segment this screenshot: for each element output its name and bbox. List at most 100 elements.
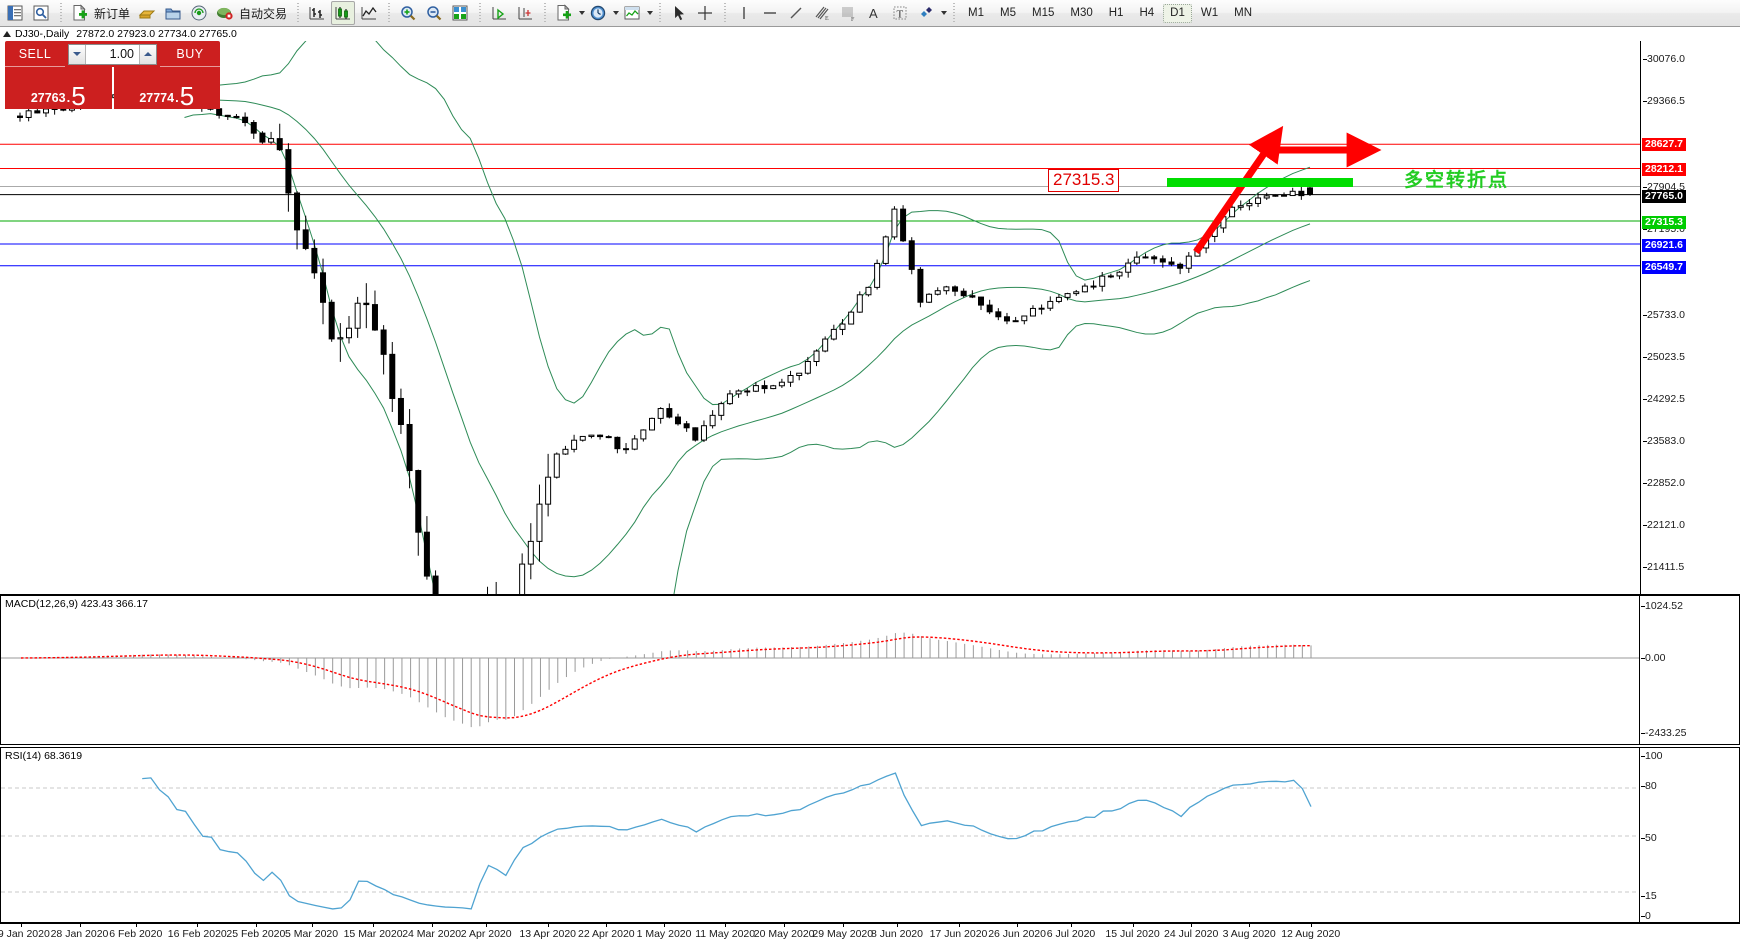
timeframe-m1[interactable]: M1 [968, 7, 985, 19]
market-watch-icon[interactable] [3, 1, 27, 25]
rsi-tick-label: 15 [1641, 890, 1657, 902]
crosshair-icon[interactable] [693, 1, 717, 25]
indicators-icon[interactable] [552, 1, 576, 25]
timeframe-w1[interactable]: W1 [1200, 7, 1219, 19]
candlestick [1220, 213, 1227, 233]
zoom-out-icon[interactable] [422, 1, 446, 25]
candlestick [926, 293, 933, 304]
volume-stepper[interactable]: 1.00 [68, 43, 157, 65]
objects-icon[interactable] [914, 1, 938, 25]
candlestick [285, 143, 292, 212]
price-tick-label: 23583.0 [1643, 435, 1685, 447]
text-label-icon[interactable]: T [888, 1, 912, 25]
timeframe-d1[interactable]: D1 [1163, 3, 1192, 23]
toolbar-separator [294, 2, 302, 24]
price-tag-black: 27765.0 [1642, 190, 1686, 203]
timeframe-m15[interactable]: M15 [1032, 7, 1055, 19]
rsi-plot-area[interactable] [1, 748, 1639, 922]
price-plot-area[interactable]: 27315.3 多空转折点 [0, 41, 1640, 594]
volume-decrease-button[interactable] [69, 44, 86, 64]
date-tick-label: 24 Jul 2020 [1164, 923, 1218, 940]
candlestick-chart-icon[interactable] [331, 1, 356, 25]
bar-chart-icon[interactable] [305, 1, 329, 25]
buy-button[interactable]: BUY [160, 41, 220, 67]
candlestick [242, 112, 249, 127]
candlestick [709, 410, 716, 429]
macd-axis[interactable]: 1024.52 0.00 -2433.25 [1639, 596, 1739, 744]
candlestick [848, 310, 855, 325]
candlestick [527, 523, 534, 580]
price-tick-label: 22121.0 [1643, 519, 1685, 531]
date-tick-label: 8 Jun 2020 [871, 923, 923, 940]
price-axis[interactable]: 30076.0 29366.5 28627.7 28212.1 27904.5 27765… [1640, 41, 1740, 783]
periods-dropdown-caret[interactable] [613, 11, 620, 15]
annotation-chinese-note[interactable]: 多空转折点 [1404, 169, 1510, 191]
main-toolbar: 新订单 [0, 0, 1740, 27]
candlestick [856, 291, 863, 313]
line-chart-icon[interactable] [357, 1, 381, 25]
price-tick-label: 21411.5 [1643, 561, 1684, 573]
autotrading-label[interactable]: 自动交易 [239, 6, 288, 21]
sell-button[interactable]: SELL [5, 41, 65, 67]
expert-advisors-icon[interactable] [135, 1, 159, 25]
text-icon[interactable]: A [862, 1, 886, 25]
chart-shift-grid-icon[interactable] [448, 1, 472, 25]
timeframe-h4[interactable]: H4 [1139, 7, 1155, 19]
candlestick [1142, 253, 1149, 259]
candlestick [345, 316, 352, 344]
buy-price-fraction: 5 [179, 80, 195, 111]
macd-plot-area[interactable] [1, 596, 1639, 744]
annotation-price-label[interactable]: 27315.3 [1048, 169, 1120, 193]
periods-icon[interactable] [586, 1, 610, 25]
rsi-axis[interactable]: 100 80 50 15 0 [1639, 748, 1739, 922]
chart-shift-icon[interactable] [513, 1, 537, 25]
timeframe-m30[interactable]: M30 [1070, 7, 1093, 19]
signals-icon[interactable] [187, 1, 211, 25]
auto-scroll-icon[interactable] [487, 1, 511, 25]
horizontal-line-icon[interactable] [758, 1, 782, 25]
candlestick [943, 285, 950, 295]
data-window-icon[interactable] [29, 1, 53, 25]
svg-text:F: F [851, 17, 855, 22]
volume-value[interactable]: 1.00 [109, 47, 134, 61]
new-order-label[interactable]: 新订单 [94, 6, 131, 21]
date-tick-label: 5 Mar 2020 [285, 923, 338, 940]
date-tick-label: 15 Jul 2020 [1105, 923, 1160, 940]
annotation-green-pivot-bar[interactable] [1167, 178, 1353, 187]
autotrading-icon[interactable] [213, 1, 237, 25]
cursor-icon[interactable] [667, 1, 691, 25]
sell-price-button[interactable]: 27763 . 5 [5, 67, 112, 109]
vertical-line-icon[interactable] [732, 1, 756, 25]
candlestick [640, 429, 647, 442]
candlestick [487, 586, 489, 594]
indicators-dropdown-caret[interactable] [579, 11, 586, 15]
objects-dropdown-caret[interactable] [941, 11, 948, 15]
candlestick [1281, 192, 1288, 197]
strategy-tester-icon[interactable] [161, 1, 185, 25]
timeframe-m5[interactable]: M5 [1000, 7, 1016, 19]
timeframe-mn[interactable]: MN [1234, 7, 1252, 19]
equidistant-channel-icon[interactable]: E [810, 1, 834, 25]
candlestick [726, 390, 733, 405]
macd-pane[interactable]: MACD(12,26,9) 423.43 366.17 1024.52 0.00 -… [0, 595, 1740, 745]
candlestick [1125, 258, 1132, 278]
templates-icon[interactable] [620, 1, 644, 25]
fibonacci-retracement-icon[interactable]: F [836, 1, 860, 25]
zoom-in-icon[interactable] [396, 1, 420, 25]
rsi-label: RSI(14) 68.3619 [5, 750, 83, 762]
volume-increase-button[interactable] [139, 44, 156, 64]
buy-price-button[interactable]: 27774 . 5 [113, 67, 220, 111]
templates-dropdown-caret[interactable] [647, 11, 654, 15]
price-tag-green: 27315.3 [1642, 216, 1686, 229]
one-click-trading-panel[interactable]: SELL 1.00 BUY 27763 . 5 27774 . 5 [5, 41, 220, 109]
collapse-triangle-icon[interactable] [3, 31, 11, 37]
price-chart-pane[interactable]: 27315.3 多空转折点 30076.0 29366.5 28627.7 28212… [0, 41, 1740, 783]
rsi-pane[interactable]: RSI(14) 68.3619 100 80 50 15 0 [0, 747, 1740, 923]
trendline-icon[interactable] [784, 1, 808, 25]
macd-label: MACD(12,26,9) 423.43 366.17 [5, 598, 149, 610]
new-order-icon[interactable] [68, 1, 92, 25]
candlestick [1090, 280, 1097, 290]
timeframe-h1[interactable]: H1 [1108, 7, 1124, 19]
